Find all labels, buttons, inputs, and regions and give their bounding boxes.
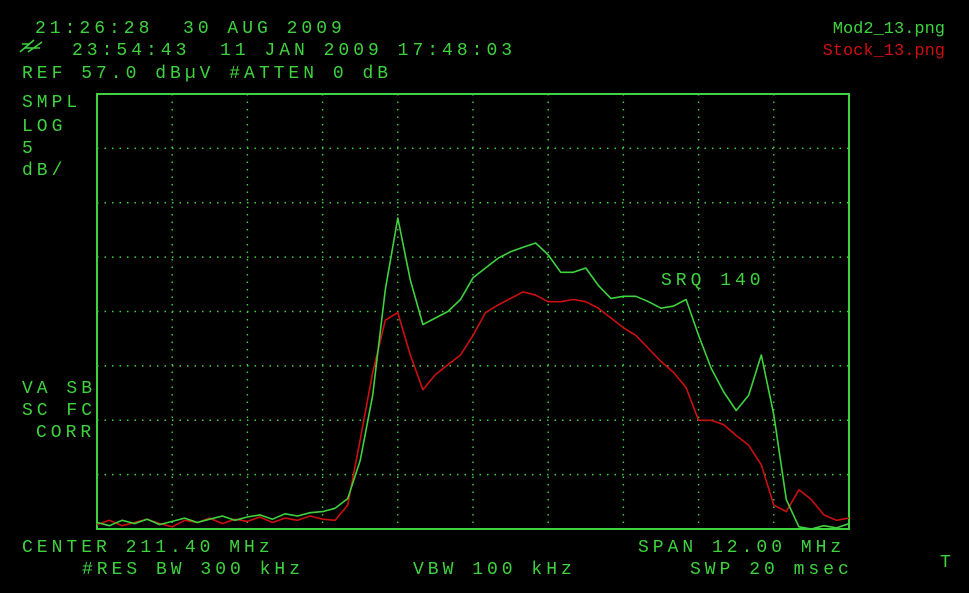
srq-annotation: SRQ 140 <box>661 271 765 291</box>
reference-level: REF 57.0 dBµV #ATTEN 0 dB <box>22 64 392 84</box>
legend-entry: Stock_13.png <box>823 42 945 61</box>
legend-entry: Mod2_13.png <box>833 20 945 39</box>
span: SPAN 12.00 MHz <box>638 538 845 558</box>
legend: Mod2_13.png Stock_13.png <box>823 20 945 61</box>
saved-icon <box>19 39 43 53</box>
mode-label: CORR <box>36 423 95 443</box>
trace <box>96 291 850 528</box>
sweep-time: SWP 20 msec <box>690 560 853 580</box>
scale-label: dB/ <box>22 161 66 181</box>
traces <box>96 217 850 530</box>
center-frequency: CENTER 211.40 MHz <box>22 538 274 558</box>
grid <box>96 93 850 530</box>
mode-label: SC FC <box>22 401 96 421</box>
datetime: 21:26:28 30 AUG 2009 <box>35 19 346 39</box>
icon-stroke <box>19 39 43 53</box>
trace <box>96 217 850 530</box>
mode-label: VA SB <box>22 379 96 399</box>
resolution-bandwidth: #RES BW 300 kHz <box>82 560 304 580</box>
saved-time: 23:54:43 11 JAN 2009 17:48:03 <box>72 41 516 61</box>
scale-label: 5 <box>22 139 37 159</box>
video-bandwidth: VBW 100 kHz <box>413 560 576 580</box>
scale-label: LOG <box>22 117 66 137</box>
status: T <box>940 553 955 573</box>
scale-label: SMPL <box>22 93 81 113</box>
